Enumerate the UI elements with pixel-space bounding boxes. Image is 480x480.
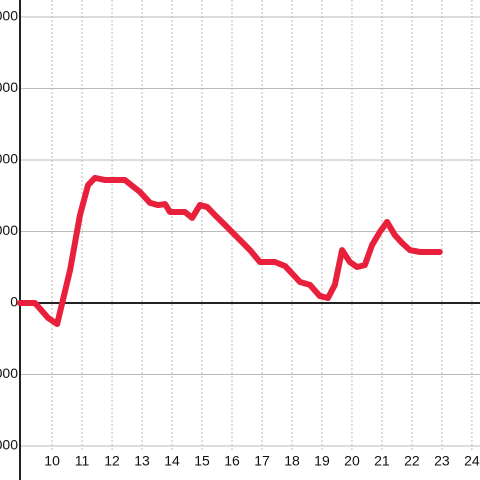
y-tick-label: -3,000 — [0, 365, 18, 381]
x-tick-label: 14 — [164, 453, 180, 469]
x-tick-label: 11 — [75, 453, 90, 469]
x-tick-label: 22 — [404, 453, 420, 469]
y-tick-label: 3,000 — [0, 222, 18, 238]
x-tick-label: 19 — [314, 453, 330, 469]
x-tick-label: 18 — [284, 453, 300, 469]
x-tick-label: 12 — [104, 453, 120, 469]
x-tick-label: 17 — [254, 453, 270, 469]
y-tick-label: -6,000 — [0, 437, 18, 453]
x-tick-label: 21 — [374, 453, 390, 469]
x-tick-label: 23 — [434, 453, 450, 469]
x-tick-label: 15 — [194, 453, 210, 469]
x-tick-label: 20 — [344, 453, 360, 469]
x-tick-label: 16 — [224, 453, 240, 469]
x-tick-label: 24 — [464, 453, 480, 469]
data-line — [17, 174, 443, 327]
y-tick-label: 0 — [10, 294, 18, 310]
x-tick-label: 10 — [44, 453, 60, 469]
y-tick-label: 9,000 — [0, 79, 18, 95]
y-tick-label: 6,000 — [0, 151, 18, 167]
x-tick-label: 13 — [134, 453, 150, 469]
y-tick-label: 12,000 — [0, 8, 18, 24]
